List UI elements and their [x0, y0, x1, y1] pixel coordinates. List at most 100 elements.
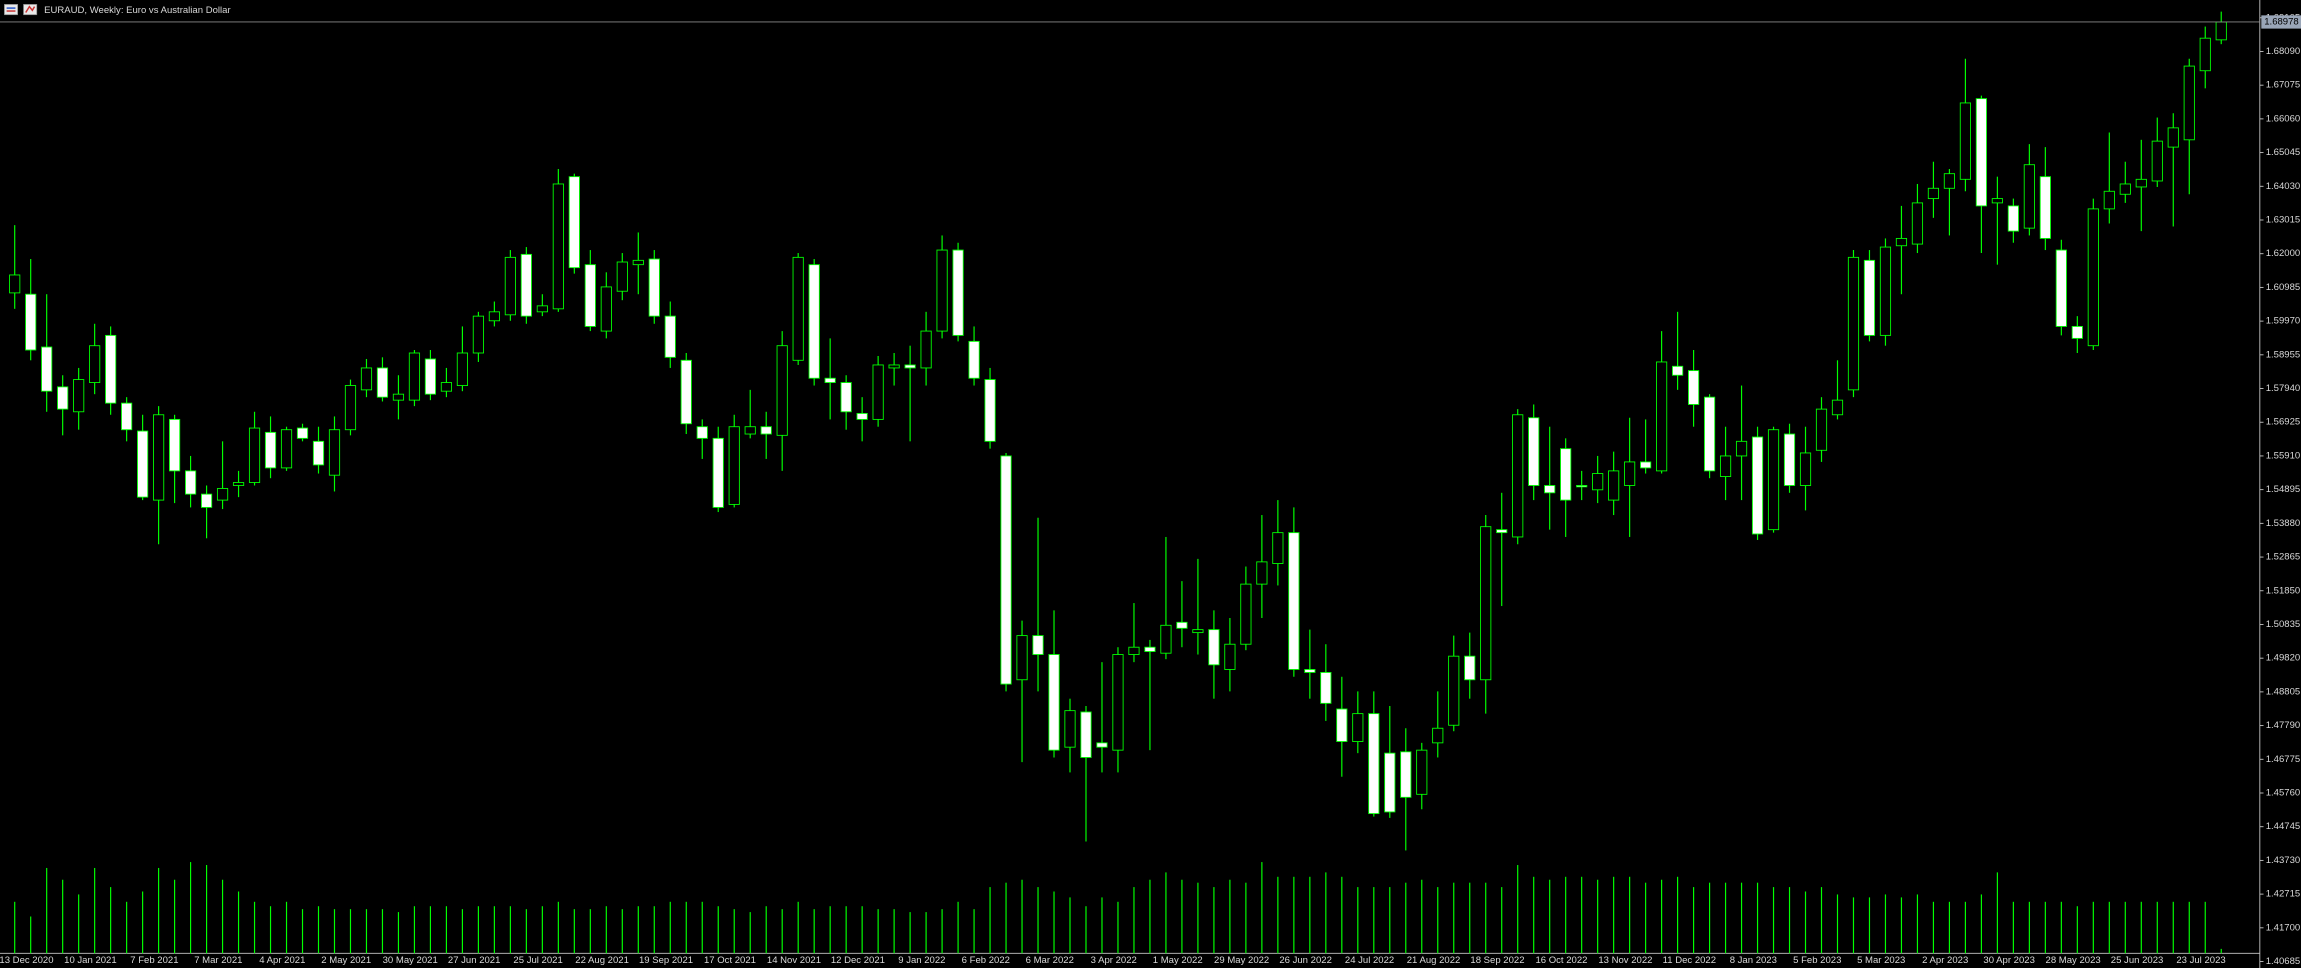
x-tick-label: 24 Jul 2022	[1345, 955, 1394, 966]
candle	[776, 331, 788, 471]
candle	[1895, 205, 1908, 295]
candle-body	[904, 364, 916, 369]
candle-body	[1464, 655, 1476, 681]
candle-body	[232, 482, 245, 486]
y-tick-label: 1.42715	[2266, 889, 2301, 900]
candle	[1943, 169, 1956, 236]
candle	[536, 294, 548, 317]
candle	[2007, 198, 2019, 243]
x-tick-label: 11 Dec 2022	[1663, 955, 1716, 966]
y-tick-label: 1.59970	[2266, 316, 2301, 327]
candle	[1400, 728, 1412, 851]
y-tick-label: 1.68090	[2266, 46, 2301, 57]
candle	[1576, 470, 1588, 501]
candle	[1464, 632, 1476, 699]
candle-body	[25, 293, 37, 351]
candle-body	[1751, 436, 1764, 535]
candle	[2071, 316, 2083, 353]
candle	[2055, 239, 2067, 336]
candle-body	[57, 386, 69, 410]
candle-body	[89, 345, 101, 383]
candle	[1560, 438, 1572, 537]
candle-body	[200, 493, 213, 508]
candle-body	[1448, 655, 1460, 726]
candle-body	[344, 385, 357, 431]
candle	[2151, 117, 2163, 187]
candle	[584, 250, 596, 332]
candle	[25, 259, 37, 361]
candle-body	[1048, 654, 1060, 751]
candle-body	[456, 352, 468, 386]
y-tick-label: 1.64030	[2266, 181, 2301, 192]
candle	[1176, 581, 1188, 648]
candle	[2183, 58, 2195, 195]
x-tick-label: 27 Jun 2021	[448, 955, 501, 966]
candle-body	[376, 367, 389, 398]
candle-body	[968, 340, 980, 379]
candle-body	[1528, 417, 1540, 486]
candle-body	[1911, 202, 1924, 245]
candle-body	[1128, 646, 1140, 655]
candle	[424, 350, 437, 401]
x-tick-label: 17 Oct 2021	[704, 955, 756, 966]
candle	[137, 414, 149, 501]
candle-body	[488, 311, 500, 322]
candle	[472, 311, 484, 362]
x-tick-label: 4 Apr 2021	[259, 955, 305, 966]
candle-body	[1176, 621, 1188, 629]
candle-body	[696, 426, 708, 439]
candle-body	[1224, 643, 1236, 670]
candle	[744, 389, 756, 439]
candle	[760, 411, 772, 459]
candle	[1112, 647, 1124, 773]
candle-body	[280, 429, 293, 469]
x-tick-label: 5 Mar 2023	[1857, 955, 1905, 966]
candle	[248, 411, 261, 486]
x-tick-label: 25 Jul 2021	[513, 955, 562, 966]
y-tick-label: 1.40685	[2266, 956, 2301, 967]
candle-body	[1480, 526, 1492, 681]
candle	[1032, 517, 1044, 692]
candle	[1000, 452, 1012, 692]
candle-body	[408, 352, 421, 401]
y-tick-label: 1.48805	[2266, 686, 2301, 697]
x-tick-label: 7 Mar 2021	[194, 955, 242, 966]
candle-body	[248, 427, 261, 483]
candle	[232, 470, 245, 498]
candle-body	[936, 249, 948, 332]
candle-body	[392, 393, 405, 401]
y-tick-label: 1.67075	[2266, 80, 2301, 91]
candle	[1160, 536, 1172, 660]
candle-body	[1352, 713, 1364, 742]
candle-body	[121, 402, 133, 431]
icon[interactable]	[23, 4, 38, 16]
candle-body	[1080, 711, 1092, 758]
candle-body	[1783, 433, 1796, 486]
candle-body	[312, 440, 325, 466]
candle	[1352, 691, 1364, 754]
candle	[344, 379, 357, 436]
icon[interactable]	[4, 4, 19, 16]
candle-body	[2135, 178, 2147, 188]
candle-body	[888, 364, 900, 369]
candle-body	[1208, 629, 1220, 666]
candle	[1016, 620, 1028, 763]
y-tick-label: 1.47790	[2266, 720, 2301, 731]
candle	[968, 326, 980, 386]
candle	[1304, 629, 1316, 699]
candle	[1288, 507, 1300, 677]
candle	[169, 414, 181, 504]
candle-body	[184, 470, 197, 495]
candle	[1272, 500, 1284, 586]
candle-body	[536, 305, 548, 313]
x-tick-label: 10 Jan 2021	[64, 955, 117, 966]
candle	[1432, 691, 1444, 758]
y-tick-label: 1.50835	[2266, 619, 2301, 630]
candle-body	[73, 379, 85, 413]
candle-body	[1368, 713, 1380, 815]
candle	[1064, 698, 1076, 773]
candle-body	[920, 330, 932, 369]
candle	[1767, 426, 1780, 533]
candle-body	[1975, 98, 1987, 207]
